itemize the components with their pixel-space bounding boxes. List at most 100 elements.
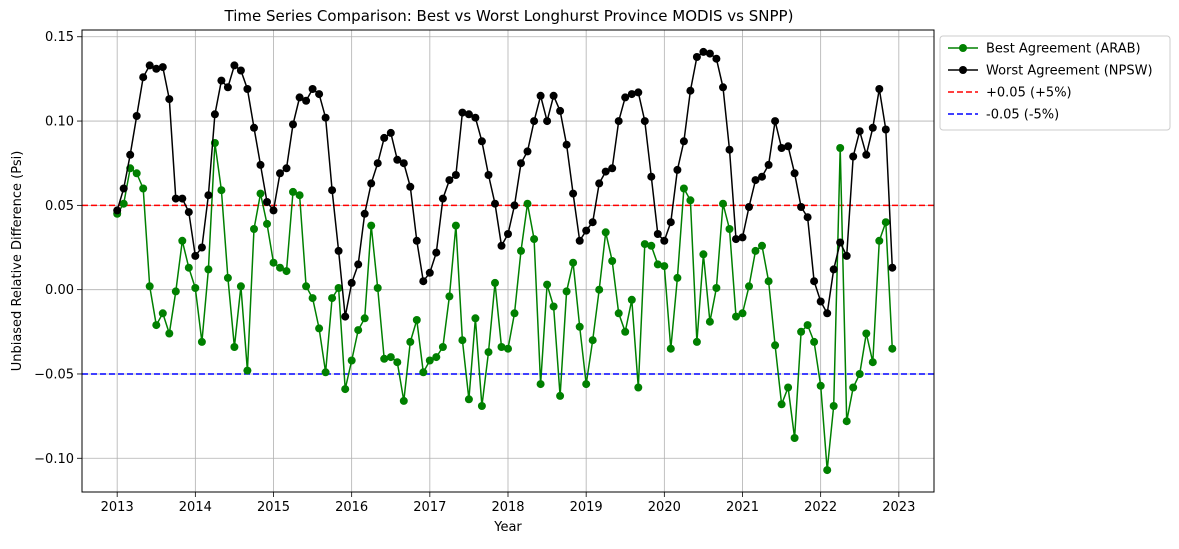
data-point [250, 225, 258, 233]
data-series [113, 47, 897, 321]
data-point [276, 263, 284, 272]
data-point [803, 213, 812, 222]
data-point [380, 354, 389, 363]
data-point [634, 383, 643, 392]
data-point [243, 85, 252, 93]
x-axis-ticks: 2013 2014 2015 2016 2017 2018 2019 2020 2021 2022… [101, 492, 915, 515]
data-point [204, 191, 213, 200]
data-point [354, 326, 363, 335]
data-point [119, 199, 128, 208]
data-point [569, 189, 578, 198]
data-point [543, 280, 552, 289]
y-axis-label: Unbiased Relative Difference (Psi) [10, 151, 25, 372]
chart-title: Time Series Comparison: Best vs Worst Lo… [224, 7, 794, 25]
data-point [386, 353, 395, 362]
data-point [640, 240, 649, 249]
data-point [445, 292, 454, 301]
data-point [139, 73, 148, 82]
data-point [530, 117, 539, 126]
data-point [881, 218, 890, 227]
y-tick-label: 0.00 [45, 283, 74, 298]
data-point [582, 226, 591, 235]
data-point [562, 287, 571, 296]
data-point [699, 250, 708, 259]
data-point [725, 225, 734, 233]
data-point [295, 191, 304, 200]
data-point [732, 312, 740, 321]
data-point [328, 294, 337, 303]
data-point [855, 370, 864, 378]
data-point [666, 218, 675, 227]
data-point [380, 133, 389, 142]
legend-entry: -0.05 (-5%) [948, 108, 1059, 123]
data-point [464, 395, 473, 404]
x-tick-label: 2017 [413, 500, 446, 515]
data-point [197, 243, 206, 252]
data-point [640, 117, 649, 126]
data-point [569, 258, 578, 267]
data-point [614, 309, 623, 318]
data-point [842, 417, 851, 426]
data-point [810, 277, 819, 286]
data-point [412, 316, 421, 324]
data-point [178, 236, 187, 245]
data-point [751, 246, 760, 255]
data-point [171, 287, 180, 296]
x-tick-label: 2021 [726, 500, 759, 515]
data-point [236, 66, 245, 75]
data-point [888, 263, 897, 272]
legend-marker [959, 44, 967, 52]
data-point [497, 241, 506, 250]
data-point [289, 187, 297, 196]
data-point [862, 329, 871, 338]
data-point [543, 117, 552, 126]
data-point [855, 127, 864, 136]
data-point [406, 337, 415, 346]
data-point [406, 182, 415, 191]
data-point [679, 137, 688, 146]
data-point [517, 159, 525, 168]
data-point [354, 260, 363, 269]
data-point [634, 88, 643, 97]
data-point [686, 196, 695, 205]
data-point [725, 145, 734, 154]
data-point [510, 309, 519, 318]
x-tick-label: 2013 [101, 500, 134, 515]
data-point [575, 322, 584, 331]
data-point [412, 236, 421, 245]
data-point [705, 49, 714, 58]
data-point [647, 172, 656, 181]
data-point [491, 278, 499, 287]
data-point [367, 179, 376, 188]
data-point [575, 236, 584, 245]
data-point [595, 179, 604, 188]
data-point [836, 144, 845, 152]
data-point [152, 321, 161, 330]
data-point [764, 160, 773, 169]
data-point [263, 198, 271, 206]
data-point [686, 86, 695, 95]
data-point [712, 284, 721, 292]
data-point [367, 221, 376, 230]
data-point [601, 228, 610, 237]
data-point [191, 251, 200, 260]
data-point [784, 142, 793, 151]
data-point [823, 309, 832, 318]
data-point [204, 265, 213, 274]
data-point [862, 150, 871, 159]
data-point [719, 199, 727, 208]
data-point [705, 317, 714, 326]
data-point [562, 140, 571, 149]
data-point [829, 265, 838, 274]
data-point [588, 218, 597, 227]
data-point [399, 159, 408, 168]
data-point [504, 230, 512, 238]
x-tick-label: 2016 [335, 500, 368, 515]
data-point [165, 329, 174, 338]
y-tick-label: 0.15 [45, 30, 74, 45]
reference-lines [82, 204, 934, 375]
data-point [868, 123, 877, 132]
data-point [132, 169, 141, 178]
data-point [451, 171, 460, 179]
